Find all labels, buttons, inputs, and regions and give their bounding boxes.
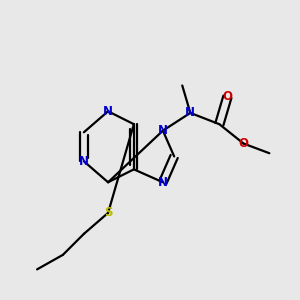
Text: N: N xyxy=(158,124,168,137)
Text: N: N xyxy=(79,155,89,168)
Text: N: N xyxy=(158,176,168,189)
Text: O: O xyxy=(238,137,248,150)
Text: N: N xyxy=(185,106,195,119)
Text: N: N xyxy=(103,105,113,118)
Text: O: O xyxy=(222,90,233,103)
Text: S: S xyxy=(104,206,112,219)
